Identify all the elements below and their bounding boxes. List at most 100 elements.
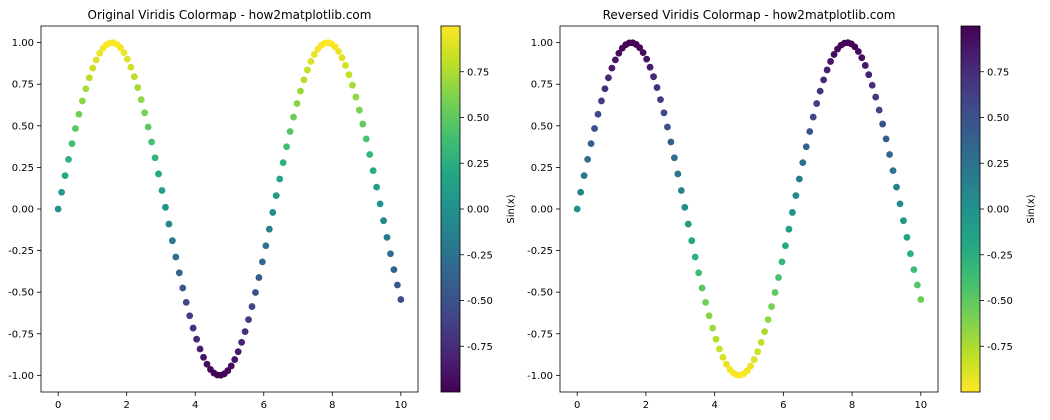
colorbar-tick-label: -0.50 bbox=[987, 296, 1013, 307]
y-tick-label: 1.00 bbox=[12, 38, 34, 49]
data-point bbox=[89, 64, 97, 72]
data-point bbox=[795, 175, 803, 183]
data-point bbox=[879, 120, 887, 128]
colorbar-tick-label: 0.50 bbox=[987, 113, 1009, 124]
data-point bbox=[830, 51, 838, 58]
y-tick-label: -1.00 bbox=[8, 371, 34, 382]
data-point bbox=[276, 175, 284, 183]
y-tick-label: 0.00 bbox=[531, 205, 553, 216]
data-point bbox=[910, 266, 918, 274]
data-point bbox=[168, 237, 176, 245]
data-point bbox=[639, 49, 647, 57]
data-point bbox=[650, 73, 657, 81]
data-point bbox=[820, 76, 828, 84]
data-point bbox=[747, 362, 755, 370]
data-point bbox=[310, 51, 318, 58]
data-point bbox=[141, 109, 149, 117]
data-point bbox=[670, 154, 678, 162]
data-point bbox=[117, 44, 124, 52]
data-point bbox=[854, 48, 862, 55]
colorbar-tick-label: 0.75 bbox=[987, 67, 1009, 78]
data-point bbox=[653, 84, 661, 91]
data-point bbox=[54, 205, 62, 213]
data-point bbox=[78, 97, 86, 105]
data-point bbox=[816, 87, 824, 95]
data-point bbox=[893, 183, 900, 191]
data-point bbox=[813, 100, 821, 107]
data-point bbox=[660, 109, 668, 117]
y-tick-label: 0.25 bbox=[531, 163, 553, 174]
data-point bbox=[189, 324, 197, 332]
data-point bbox=[258, 258, 266, 266]
y-tick-label: -0.50 bbox=[8, 288, 34, 299]
data-point bbox=[262, 242, 270, 250]
data-point bbox=[709, 324, 716, 332]
y-tick-label: 0.75 bbox=[531, 80, 553, 91]
data-point bbox=[283, 143, 291, 151]
colorbar-tick-label: 0.00 bbox=[987, 205, 1009, 216]
colorbar-tick-label: -0.75 bbox=[467, 342, 493, 353]
data-point bbox=[380, 217, 387, 225]
data-point bbox=[297, 87, 304, 95]
x-tick-label: 10 bbox=[914, 400, 927, 411]
data-point bbox=[200, 353, 207, 361]
data-point bbox=[858, 54, 866, 62]
data-point bbox=[92, 56, 100, 64]
data-point bbox=[134, 84, 142, 91]
data-point bbox=[120, 49, 128, 57]
data-point bbox=[688, 237, 696, 245]
data-point bbox=[674, 170, 682, 178]
data-point bbox=[130, 73, 138, 81]
data-point bbox=[335, 48, 342, 55]
y-tick-label: 0.75 bbox=[12, 80, 34, 91]
data-point bbox=[723, 360, 730, 368]
data-point bbox=[577, 188, 585, 196]
data-point bbox=[255, 274, 263, 281]
data-point bbox=[58, 188, 65, 196]
data-point bbox=[684, 220, 692, 228]
data-point bbox=[903, 233, 911, 241]
x-tick-label: 4 bbox=[192, 400, 198, 411]
chart-panel-2: Reversed Viridis Colormap - how2matplotl… bbox=[527, 8, 1037, 411]
x-tick-label: 8 bbox=[329, 400, 335, 411]
data-point bbox=[750, 356, 758, 363]
data-point bbox=[286, 128, 294, 135]
data-point bbox=[771, 289, 779, 296]
y-tick-label: 0.50 bbox=[531, 121, 553, 132]
data-point bbox=[865, 71, 873, 79]
data-point bbox=[823, 66, 831, 74]
data-point bbox=[224, 367, 232, 375]
data-point bbox=[872, 93, 880, 101]
data-point bbox=[907, 250, 914, 258]
data-point bbox=[65, 155, 72, 163]
y-tick-label: -0.75 bbox=[8, 329, 34, 340]
data-point bbox=[231, 356, 239, 363]
data-point bbox=[591, 125, 598, 132]
data-point bbox=[809, 113, 817, 121]
data-point bbox=[387, 250, 394, 258]
data-point bbox=[293, 100, 301, 107]
data-point bbox=[241, 328, 249, 336]
data-point bbox=[272, 192, 280, 200]
y-tick-label: 0.00 bbox=[12, 205, 34, 216]
data-point bbox=[712, 335, 720, 343]
chart-title: Reversed Viridis Colormap - how2matplotl… bbox=[603, 8, 896, 22]
data-point bbox=[355, 106, 363, 114]
y-tick-label: 1.00 bbox=[531, 38, 553, 49]
data-point bbox=[802, 143, 810, 151]
data-point bbox=[605, 74, 612, 82]
data-point bbox=[252, 289, 259, 296]
data-point bbox=[615, 49, 623, 57]
data-point bbox=[155, 170, 162, 178]
data-point bbox=[681, 203, 689, 211]
data-point bbox=[383, 233, 391, 241]
y-tick-label: -0.50 bbox=[527, 288, 553, 299]
x-tick-label: 4 bbox=[711, 400, 717, 411]
data-point bbox=[788, 209, 796, 216]
data-point bbox=[193, 335, 201, 343]
y-tick-label: -0.75 bbox=[527, 329, 553, 340]
x-tick-label: 2 bbox=[123, 400, 129, 411]
colorbar-tick-label: 0.75 bbox=[467, 67, 489, 78]
data-point bbox=[664, 123, 671, 131]
colorbar-tick-label: 0.25 bbox=[467, 159, 489, 170]
